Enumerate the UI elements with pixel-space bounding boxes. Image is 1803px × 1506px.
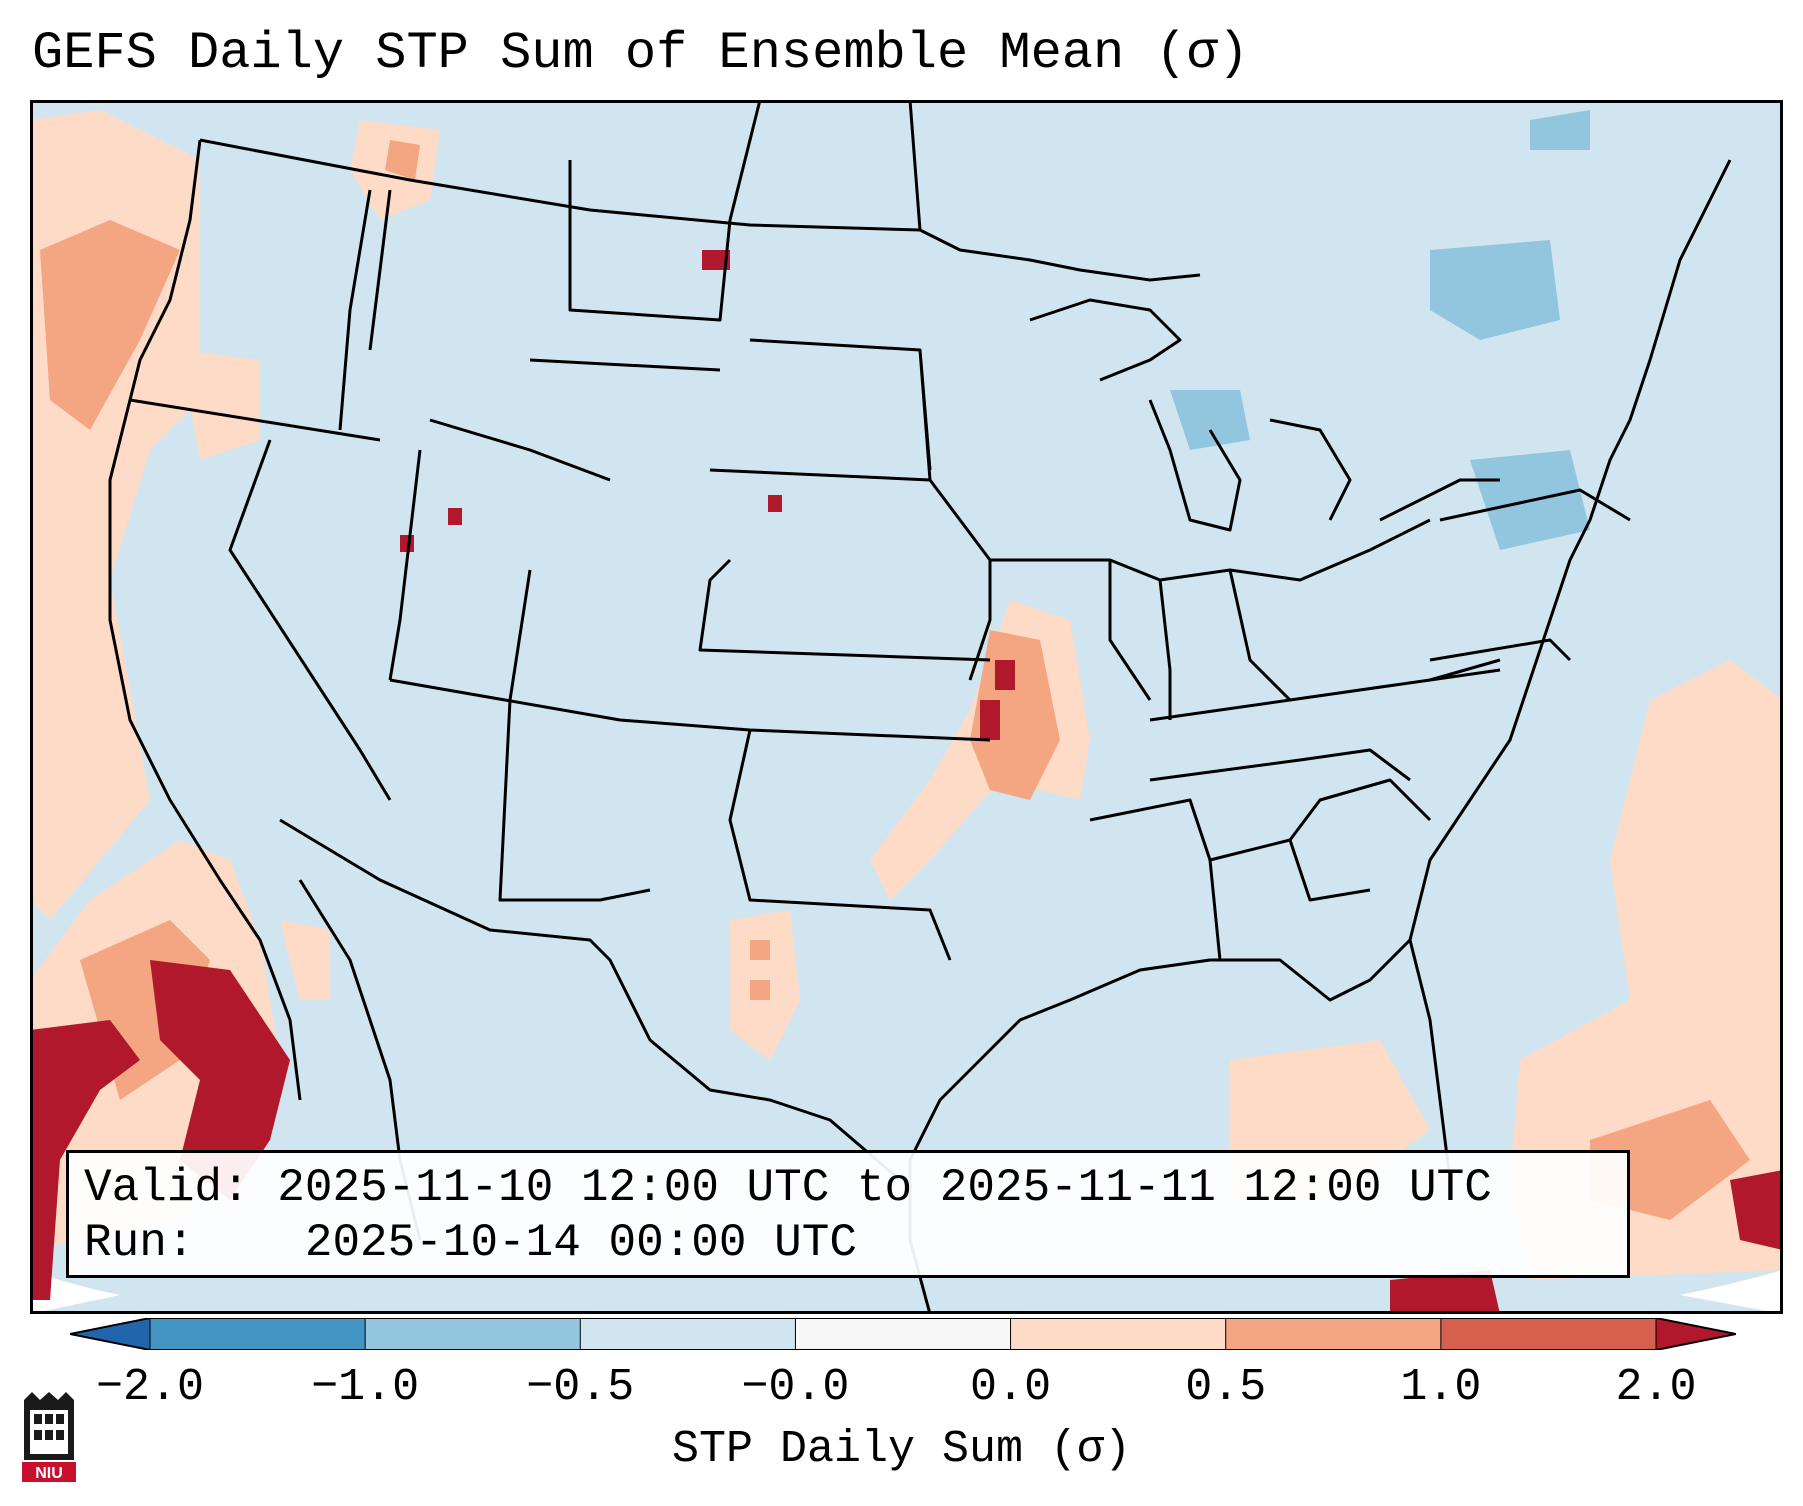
colorbar-label: STP Daily Sum (σ) bbox=[671, 1424, 1132, 1475]
valid-run-info-box: Valid: 2025-11-10 12:00 UTC to 2025-11-1… bbox=[66, 1150, 1630, 1278]
anomaly-light-oregon bbox=[180, 350, 260, 460]
logo-text: NIU bbox=[35, 1465, 63, 1482]
anomaly-medium-bahamas bbox=[1590, 1100, 1750, 1220]
colorbar-tick-label: 1.0 bbox=[1400, 1362, 1482, 1413]
boundaries bbox=[108, 100, 1732, 1314]
state-lines bbox=[129, 100, 1631, 961]
canada-border bbox=[199, 138, 1201, 282]
run-label: Run: bbox=[84, 1217, 195, 1269]
anomaly-dark-nebraska bbox=[768, 495, 782, 512]
anomaly-light-baja bbox=[280, 920, 330, 1000]
anomaly-medium-pacific-nw bbox=[40, 220, 180, 430]
anomaly-dark-caribbean bbox=[1390, 1170, 1783, 1314]
colorbar-segment bbox=[70, 1318, 150, 1350]
anomaly-dark-pacific-sw bbox=[150, 960, 290, 1200]
atlantic-coast bbox=[1408, 159, 1732, 1181]
map-frame bbox=[30, 100, 1783, 1314]
anomaly-dark-plains bbox=[980, 660, 1015, 740]
colorbar-segment bbox=[1225, 1318, 1441, 1350]
anomaly-light-atlantic bbox=[1610, 660, 1783, 1100]
colorbar-segment bbox=[1656, 1318, 1736, 1350]
colorbar-tick-label: −0.0 bbox=[741, 1362, 850, 1413]
anomaly-dark-montana bbox=[702, 250, 730, 270]
colorbar-tick-label: 0.0 bbox=[970, 1362, 1052, 1413]
anomaly-medium-plains bbox=[970, 630, 1060, 800]
colorbar-tick-label: 2.0 bbox=[1615, 1362, 1697, 1413]
colorbar-segment bbox=[580, 1318, 796, 1350]
colorbar-tick-label: −1.0 bbox=[311, 1362, 420, 1413]
colorbar-tick-label: −0.5 bbox=[526, 1362, 635, 1413]
run-value: 2025-10-14 00:00 UTC bbox=[304, 1217, 857, 1269]
colorbar-segment bbox=[1440, 1318, 1656, 1350]
anomaly-medium-texas bbox=[750, 940, 770, 1000]
stp-map bbox=[30, 100, 1783, 1314]
colorbar-segment bbox=[795, 1318, 1011, 1350]
anomaly-dark-pacific-sw-2 bbox=[30, 1020, 140, 1300]
niu-logo: NIU bbox=[22, 1392, 76, 1482]
colorbar bbox=[70, 1318, 1736, 1350]
valid-value: 2025-11-10 12:00 UTC to 2025-11-11 12:00… bbox=[277, 1162, 1492, 1214]
colorbar-segment bbox=[365, 1318, 581, 1350]
anomaly-blue-ontario bbox=[1430, 240, 1560, 340]
mexico-border bbox=[279, 818, 901, 1182]
colorbar-tick-label: 0.5 bbox=[1185, 1362, 1267, 1413]
colorbar-segment bbox=[150, 1318, 366, 1350]
anomaly-medium-idaho bbox=[385, 140, 420, 180]
anomaly-blue-michigan bbox=[1170, 390, 1250, 450]
colorbar-segment bbox=[1010, 1318, 1226, 1350]
colorbar-tick-label: −2.0 bbox=[95, 1362, 205, 1413]
projection-edge-right bbox=[1680, 1270, 1783, 1314]
anomaly-blue-quebec bbox=[1530, 110, 1590, 150]
valid-label: Valid: bbox=[84, 1162, 250, 1214]
pacific-coast bbox=[108, 139, 302, 1101]
anomaly-dark-utah bbox=[400, 508, 462, 552]
projection-edge-left bbox=[30, 1270, 120, 1314]
great-lakes bbox=[1029, 298, 1500, 532]
map-title: GEFS Daily STP Sum of Ensemble Mean (σ) bbox=[32, 24, 1249, 83]
